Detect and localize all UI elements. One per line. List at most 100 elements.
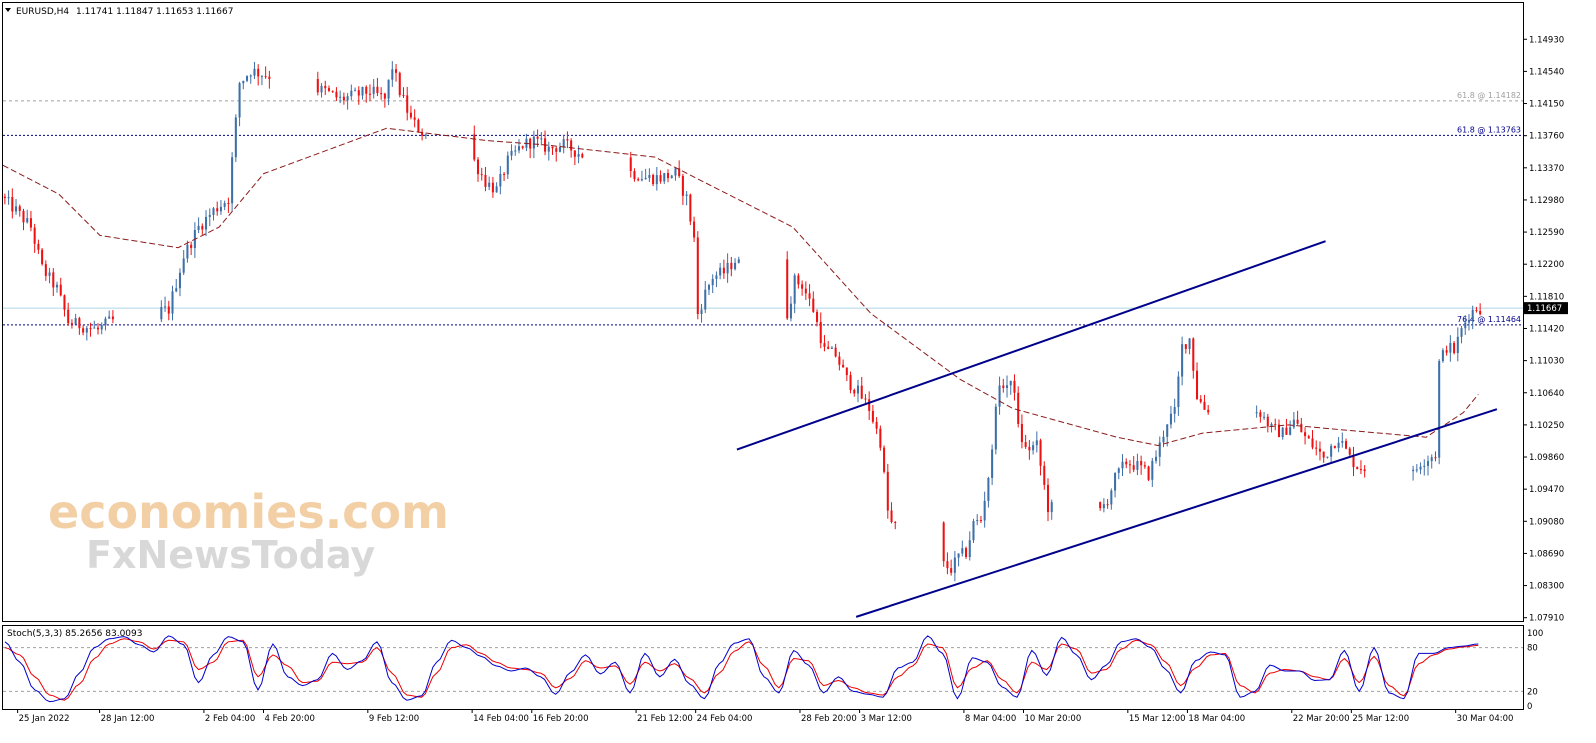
stochastic-d-line (4, 638, 1479, 701)
candle-body (547, 146, 550, 152)
candle-body (44, 264, 47, 276)
candle-body (1430, 457, 1433, 462)
channel-line-lower[interactable] (855, 408, 1498, 618)
candle-body (1296, 419, 1299, 424)
candle-body (652, 174, 655, 185)
candle-body (85, 328, 88, 333)
candle-body (245, 76, 249, 81)
candle-body (395, 69, 398, 73)
candle-body (991, 449, 994, 478)
candle-body (722, 267, 725, 274)
candle-body (674, 168, 677, 176)
candle-body (29, 218, 32, 228)
watermark-line2: FxNewsToday (86, 533, 375, 577)
price-tick-label: 1.07910 (1529, 614, 1564, 624)
candle-body (1009, 380, 1012, 386)
candle-body (827, 346, 830, 349)
candle-body (1125, 461, 1128, 465)
candle-body (368, 93, 371, 95)
stochastic-label: Stoch(5,3,3) 85.2656 83.0093 (7, 629, 142, 639)
candle-body (491, 182, 494, 193)
candle-body (1024, 442, 1027, 447)
candle-body (212, 208, 215, 215)
candle-body (1203, 401, 1206, 410)
candle-body (979, 520, 982, 522)
trend-channel[interactable] (736, 240, 1498, 618)
candle-body (96, 327, 100, 330)
price-panel[interactable]: 61.8 @ 1.14182 61.8 @ 1.13763 76.4 @ 1.114… (2, 2, 1524, 622)
candle-body (67, 309, 70, 324)
candle-body (376, 86, 379, 94)
candle-body (201, 225, 204, 230)
candle-body (1207, 409, 1210, 413)
candle-body (1046, 484, 1050, 513)
stochastic-lines (4, 635, 1479, 703)
candle-body (734, 262, 737, 270)
candle-body (726, 262, 729, 274)
candle-body (1449, 342, 1452, 353)
candle-body (1151, 460, 1154, 480)
candle-body (629, 157, 632, 172)
candle-body (1479, 310, 1482, 315)
candle-body (789, 303, 792, 319)
candle-body (1106, 504, 1109, 506)
candle-body (1184, 344, 1187, 349)
candle-body (1333, 445, 1336, 448)
time-tick-label: 21 Feb 12:00 (637, 714, 693, 724)
candle-body (175, 288, 178, 292)
dropdown-triangle-icon[interactable] (5, 8, 11, 12)
candle-body (801, 284, 804, 289)
candle-body (856, 385, 860, 394)
candle-body (11, 197, 14, 212)
candle-body (1426, 461, 1430, 466)
candle-body (249, 75, 252, 77)
fibonacci-levels: 61.8 @ 1.14182 61.8 @ 1.13763 76.4 @ 1.114… (3, 91, 1523, 326)
candle-body (227, 203, 230, 205)
price-axis[interactable]: 1.14930 1.14540 1.14150 1.13760 1.13370 1.129… (1523, 35, 1568, 624)
candle-body (41, 249, 44, 265)
candle-body (1471, 309, 1474, 320)
candle-body (1281, 427, 1284, 437)
candle-body (316, 79, 319, 93)
candle-body (1039, 440, 1042, 466)
candle-body (797, 275, 800, 285)
candle-body (1259, 412, 1262, 417)
candle-body (63, 295, 66, 310)
candle-body (1277, 424, 1281, 437)
candle-body (1195, 370, 1199, 400)
candle-body (37, 243, 40, 250)
candle-body (681, 176, 684, 196)
candle-body (640, 179, 643, 181)
candle-body (320, 85, 323, 93)
time-tick-label: 2 Feb 04:00 (205, 714, 255, 724)
candle-body (570, 140, 573, 151)
candle-body (398, 72, 401, 96)
candle-body (1270, 423, 1273, 427)
candle-body (205, 216, 208, 230)
candle-body (633, 171, 636, 180)
time-tick-label: 14 Feb 04:00 (473, 714, 529, 724)
candle-body (644, 177, 647, 180)
candle-body (1005, 385, 1009, 389)
candle-body (890, 510, 893, 523)
stochastic-tick-label: 80 (1527, 644, 1538, 654)
candle-body (685, 194, 688, 196)
candle-body (480, 174, 483, 176)
channel-line-upper[interactable] (736, 240, 1326, 451)
candle-body (361, 86, 364, 96)
candle-body (253, 68, 256, 76)
candle-body (1263, 416, 1266, 418)
candle-body (1359, 469, 1362, 471)
candle-body (845, 367, 848, 376)
candle-body (1292, 419, 1295, 428)
candle-body (976, 520, 979, 522)
stochastic-panel-frame (2, 625, 1524, 710)
time-tick-label: 24 Feb 04:00 (697, 714, 753, 724)
price-tick-label: 1.08300 (1529, 582, 1564, 592)
candle-body (216, 208, 219, 212)
candle-body (59, 284, 62, 296)
candle-body (1441, 350, 1444, 362)
candle-body (558, 147, 561, 152)
stochastic-panel[interactable]: Stoch(5,3,3) 85.2656 83.0093 100 80 20 0 (2, 625, 1544, 713)
